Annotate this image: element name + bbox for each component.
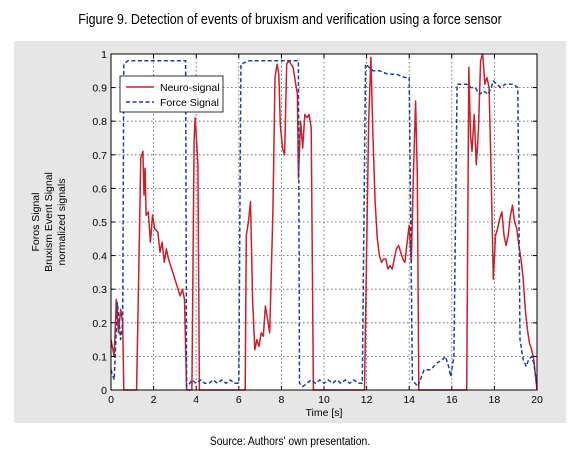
x-tick-label: 8 [278, 394, 284, 406]
y-axis-title-line: Foros Signal [30, 193, 42, 252]
x-axis-title: Time [s] [306, 407, 343, 419]
y-tick-label: 0.5 [92, 217, 107, 229]
x-tick-label: 14 [403, 394, 415, 406]
y-tick-label: 0.8 [92, 116, 107, 128]
x-tick-label: 16 [446, 394, 458, 406]
y-tick-label: 0 [101, 385, 107, 397]
x-tick-label: 6 [236, 394, 242, 406]
x-tick-label: 18 [489, 394, 501, 406]
y-tick-label: 0.3 [92, 284, 107, 296]
y-tick-label: 0.4 [92, 251, 107, 263]
figure-title: Figure 9. Detection of events of bruxism… [78, 12, 502, 28]
legend-box [119, 75, 224, 113]
series-neuro-signal [110, 53, 538, 391]
x-tick-label: 10 [318, 394, 330, 406]
x-tick-label: 20 [531, 394, 543, 406]
y-axis-title-line: Bruxism Event Signal [43, 172, 55, 272]
x-tick-label: 0 [108, 394, 114, 406]
y-tick-label: 0.7 [92, 150, 107, 162]
legend-label: Force Signal [160, 97, 219, 109]
source-note: Source: Authors' own presentation. [209, 436, 371, 448]
legend: Neuro-signal Force Signal [119, 75, 224, 113]
y-axis-title-line: normalized signals [56, 179, 68, 266]
x-tick-label: 4 [193, 394, 199, 406]
y-tick-label: 0.9 [92, 83, 107, 95]
legend-label: Neuro-signal [160, 82, 220, 94]
y-tick-label: 1 [101, 49, 107, 61]
series-force-signal [110, 59, 538, 388]
y-tick-label: 0.6 [92, 183, 107, 195]
x-tick-label: 12 [361, 394, 373, 406]
x-tick-label: 2 [151, 394, 157, 406]
y-tick-label: 0.1 [92, 351, 107, 363]
y-tick-label: 0.2 [92, 318, 107, 330]
